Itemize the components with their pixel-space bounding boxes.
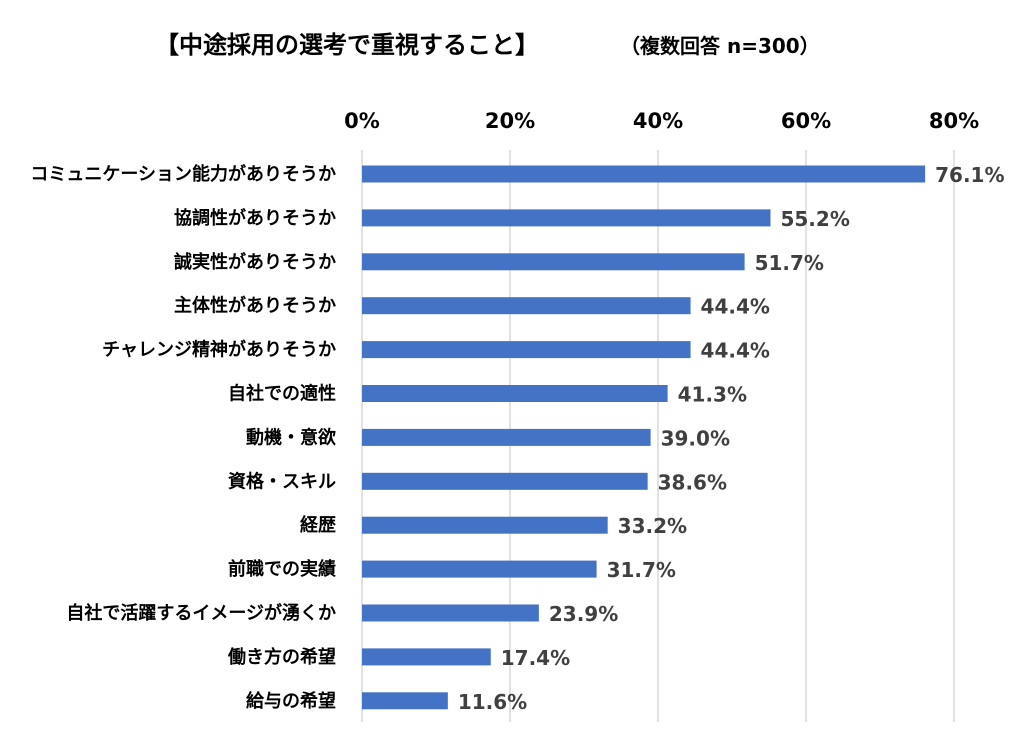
x-tick-label: 60% <box>781 109 831 133</box>
category-label: 前職での実績 <box>228 558 336 580</box>
bar <box>362 209 771 227</box>
data-label: 76.1% <box>935 163 1004 187</box>
chart-subtitle: （複数回答 n=300） <box>620 34 820 58</box>
data-labels: 76.1% 55.2% 51.7% 44.4% 44.4% 41.3% 39.0% 38.6%… <box>458 163 1005 714</box>
category-label: 動機・意欲 <box>246 426 336 448</box>
data-label: 17.4% <box>501 646 570 670</box>
data-label: 38.6% <box>658 470 727 494</box>
bars <box>362 165 926 710</box>
bar <box>362 516 608 534</box>
bar <box>362 297 691 315</box>
category-label: チャレンジ精神がありそうか <box>102 339 336 361</box>
category-label: 自社で活躍するイメージが湧くか <box>66 602 336 624</box>
bar <box>362 385 668 402</box>
data-label: 41.3% <box>678 383 747 407</box>
category-labels: コミュニケーション能力がありそうか協調性がありそうか誠実性がありそうか主体性があ… <box>30 163 336 712</box>
x-axis-ticks: 0% 20% 40% 60% 80% <box>344 109 979 133</box>
data-label: 31.7% <box>607 558 676 582</box>
data-label: 44.4% <box>701 339 770 363</box>
category-label: コミュニケーション能力がありそうか <box>30 163 336 185</box>
bar <box>362 165 926 183</box>
category-label: 給与の希望 <box>246 690 336 712</box>
category-label: 経歴 <box>300 514 336 536</box>
category-label: 自社での適性 <box>228 383 336 405</box>
bar <box>362 253 745 271</box>
bar <box>362 560 597 578</box>
chart-title: 【中途採用の選考で重視すること】 <box>155 31 539 59</box>
data-label: 51.7% <box>755 251 824 275</box>
data-label: 33.2% <box>618 514 687 538</box>
category-label: 協調性がありそうか <box>174 207 336 229</box>
data-label: 39.0% <box>661 426 730 450</box>
category-label: 働き方の希望 <box>227 646 336 668</box>
bar <box>362 341 691 359</box>
category-label: 主体性がありそうか <box>174 295 336 317</box>
data-label: 23.9% <box>549 602 618 626</box>
data-label: 11.6% <box>458 690 527 714</box>
bar <box>362 692 448 710</box>
x-tick-label: 80% <box>929 109 979 133</box>
category-label: 資格・スキル <box>228 470 336 492</box>
bar <box>362 648 491 666</box>
bar <box>362 604 539 622</box>
bar <box>362 472 648 490</box>
x-tick-label: 20% <box>485 109 535 133</box>
bar <box>362 428 651 446</box>
data-label: 44.4% <box>701 295 770 319</box>
data-label: 55.2% <box>780 207 849 231</box>
x-tick-label: 40% <box>633 109 683 133</box>
x-tick-label: 0% <box>344 109 380 133</box>
gridlines <box>361 150 955 722</box>
category-label: 誠実性がありそうか <box>174 251 336 273</box>
